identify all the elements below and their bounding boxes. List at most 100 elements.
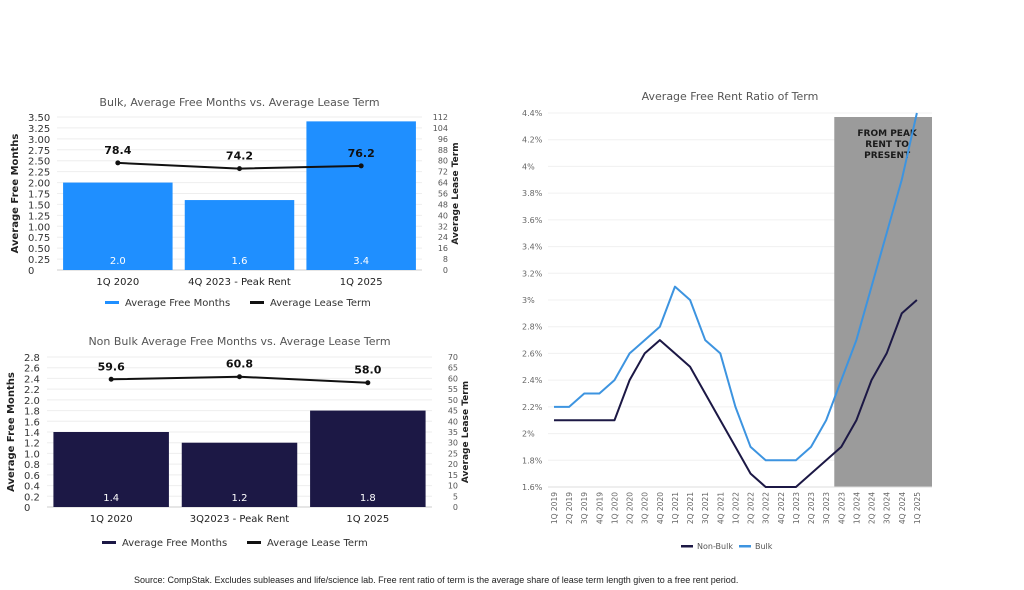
lease-term-value-label: 60.8 — [226, 358, 253, 371]
y2-tick-label: 40 — [438, 211, 448, 220]
y-tick-label: 3.2% — [522, 269, 543, 278]
x-tick-label: 3Q 2019 — [580, 492, 589, 524]
lease-term-point[interactable] — [237, 166, 242, 172]
y2-tick-label: 30 — [448, 439, 458, 448]
lease-term-value-label: 58.0 — [354, 364, 381, 377]
legend-label-line: Average Lease Term — [267, 538, 368, 549]
y-tick-label: 0 — [28, 266, 34, 277]
y2-tick-label: 55 — [448, 385, 458, 394]
lease-term-point[interactable] — [365, 380, 371, 386]
chart-title: Non Bulk Average Free Months vs. Average… — [88, 335, 390, 348]
bar[interactable] — [184, 200, 295, 270]
y2-tick-label: 88 — [438, 146, 448, 155]
y2-tick-label: 72 — [438, 168, 448, 177]
lease-term-value-label: 78.4 — [104, 144, 131, 157]
y2-tick-label: 24 — [438, 233, 448, 242]
y2-tick-label: 35 — [448, 428, 458, 437]
y-tick-label: 3.6% — [522, 216, 543, 225]
x-tick-label: 1Q 2020 — [90, 514, 133, 525]
y-tick-label: 1.50 — [28, 200, 50, 211]
bar-value-label: 1.8 — [360, 493, 376, 504]
y-axis-title: Average Free Months — [6, 372, 17, 492]
y2-axis-title: Average Lease Term — [451, 142, 461, 244]
y2-tick-label: 20 — [448, 460, 458, 469]
x-tick-label: 2Q 2020 — [626, 492, 635, 524]
bar[interactable] — [53, 432, 169, 507]
y-tick-label: 1.8% — [522, 456, 543, 465]
x-tick-label: 4Q 2020 — [656, 492, 665, 524]
lease-term-point[interactable] — [358, 163, 364, 169]
y-tick-label: 1.75 — [28, 190, 50, 201]
x-tick-label: 2Q 2021 — [686, 492, 695, 524]
y-tick-label: 2.6 — [24, 364, 40, 375]
y-tick-label: 2.4 — [24, 374, 40, 385]
x-tick-label: 2Q 2019 — [565, 492, 574, 524]
y2-axis-title: Average Lease Term — [461, 381, 471, 483]
bar[interactable] — [306, 121, 416, 270]
legend-swatch — [681, 545, 693, 548]
y2-tick-label: 64 — [438, 179, 448, 188]
y2-tick-label: 45 — [448, 407, 458, 416]
chart-title: Average Free Rent Ratio of Term — [642, 90, 819, 103]
y-tick-label: 0.8 — [24, 460, 40, 471]
y-tick-label: 0.4 — [24, 482, 40, 493]
y-tick-label: 2% — [522, 430, 535, 439]
y-tick-label: 3.00 — [28, 135, 50, 146]
y2-tick-label: 0 — [443, 266, 448, 275]
bar[interactable] — [310, 410, 426, 507]
bar[interactable] — [63, 182, 173, 270]
chart-title: Bulk, Average Free Months vs. Average Le… — [99, 96, 379, 109]
x-tick-label: 1Q 2022 — [731, 492, 740, 524]
y2-tick-label: 70 — [448, 353, 458, 362]
y2-tick-label: 15 — [448, 471, 458, 480]
y2-tick-label: 48 — [438, 200, 448, 209]
source-footnote: Source: CompStak. Excludes subleases and… — [134, 575, 739, 585]
x-tick-label: 4Q 2021 — [716, 492, 725, 524]
y2-tick-label: 0 — [453, 503, 458, 512]
bar[interactable] — [181, 442, 298, 507]
lease-term-value-label: 74.2 — [226, 150, 253, 163]
y2-tick-label: 16 — [438, 244, 448, 253]
bar-value-label: 2.0 — [110, 256, 126, 267]
x-tick-label: 1Q 2021 — [671, 492, 680, 524]
legend-label: Bulk — [755, 542, 773, 551]
y-tick-label: 2.2% — [522, 403, 543, 412]
y-tick-label: 2.4% — [522, 376, 543, 385]
y-tick-label: 1.25 — [28, 211, 50, 222]
y-tick-label: 2.6% — [522, 349, 543, 358]
y2-tick-label: 60 — [448, 374, 458, 383]
legend-swatch — [739, 545, 751, 548]
bar-value-label: 1.4 — [103, 493, 119, 504]
y2-tick-label: 80 — [438, 157, 448, 166]
y-axis-title: Average Free Months — [10, 134, 21, 254]
x-tick-label: 1Q 2025 — [346, 514, 389, 525]
legend-swatch-line — [250, 301, 264, 304]
free-rent-ratio-chart: Average Free Rent Ratio of Term 1.6% 1.8% 2… — [522, 90, 932, 551]
lease-term-point[interactable] — [237, 374, 242, 380]
legend-swatch-bars — [105, 301, 119, 304]
y-tick-label: 2.25 — [28, 168, 50, 179]
legend-label-line: Average Lease Term — [270, 298, 371, 309]
x-tick-label: 2Q 2022 — [747, 492, 756, 524]
y-tick-label: 2.00 — [28, 179, 50, 190]
bar-value-label: 1.6 — [232, 256, 248, 267]
bar-value-label: 1.2 — [232, 493, 248, 504]
y2-tick-label: 50 — [448, 396, 458, 405]
y-tick-label: 3.25 — [28, 124, 50, 135]
y-tick-label: 1.4 — [24, 428, 40, 439]
x-tick-label: 1Q 2023 — [792, 492, 801, 524]
y-tick-label: 1.6 — [24, 417, 40, 428]
y-tick-label: 3.50 — [28, 113, 50, 124]
y-tick-label: 2.8 — [24, 353, 40, 364]
y-tick-label: 1.2 — [24, 439, 40, 450]
x-tick-label: 1Q 2020 — [96, 277, 139, 288]
x-tick-label: 4Q 2019 — [595, 492, 604, 524]
y2-tick-label: 56 — [438, 190, 448, 199]
lease-term-point[interactable] — [108, 376, 114, 382]
y-tick-label: 3.8% — [522, 189, 543, 198]
y2-tick-label: 25 — [448, 449, 458, 458]
legend-label-bars: Average Free Months — [125, 298, 230, 309]
y-tick-label: 1.6% — [522, 483, 543, 492]
lease-term-point[interactable] — [115, 160, 121, 166]
